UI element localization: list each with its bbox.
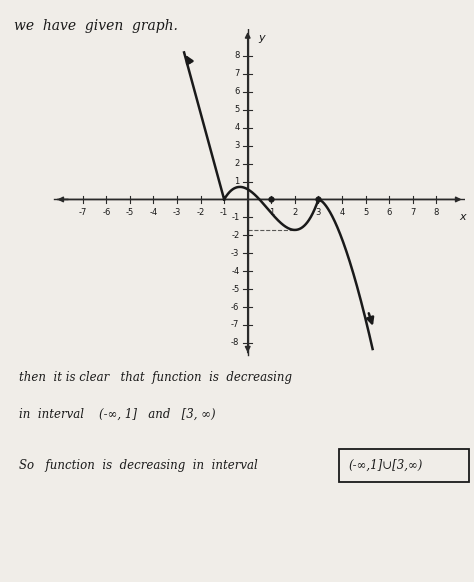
Text: -4: -4 — [149, 208, 157, 218]
Text: we  have  given  graph.: we have given graph. — [14, 19, 178, 33]
Text: then  it is clear   that  function  is  decreasing: then it is clear that function is decrea… — [19, 371, 292, 384]
Text: 3: 3 — [234, 141, 239, 150]
Text: in  interval    (-∞, 1]   and   [3, ∞): in interval (-∞, 1] and [3, ∞) — [19, 408, 216, 421]
Text: 3: 3 — [316, 208, 321, 218]
Text: 7: 7 — [234, 69, 239, 79]
Text: -5: -5 — [126, 208, 134, 218]
Text: -2: -2 — [231, 231, 239, 240]
Text: 1: 1 — [269, 208, 274, 218]
Text: -6: -6 — [231, 303, 239, 311]
Text: -3: -3 — [173, 208, 181, 218]
Text: 1: 1 — [234, 177, 239, 186]
Text: -3: -3 — [231, 249, 239, 258]
Text: -5: -5 — [231, 285, 239, 293]
Text: 6: 6 — [234, 87, 239, 97]
Text: -4: -4 — [231, 267, 239, 276]
Text: 2: 2 — [234, 159, 239, 168]
Text: -7: -7 — [79, 208, 87, 218]
Text: 5: 5 — [363, 208, 368, 218]
Text: 4: 4 — [234, 123, 239, 132]
Text: -2: -2 — [196, 208, 205, 218]
Text: 8: 8 — [434, 208, 439, 218]
Text: x: x — [459, 212, 465, 222]
Text: y: y — [258, 33, 265, 42]
Text: -1: -1 — [220, 208, 228, 218]
Text: 4: 4 — [339, 208, 345, 218]
Text: (-∞,1]∪[3,∞): (-∞,1]∪[3,∞) — [348, 459, 423, 472]
Text: 6: 6 — [386, 208, 392, 218]
Text: -8: -8 — [231, 338, 239, 347]
Text: So   function  is  decreasing  in  interval: So function is decreasing in interval — [19, 459, 258, 472]
Text: 7: 7 — [410, 208, 415, 218]
Text: 2: 2 — [292, 208, 298, 218]
Text: -1: -1 — [231, 213, 239, 222]
Text: -7: -7 — [231, 321, 239, 329]
Text: 8: 8 — [234, 51, 239, 61]
Text: 5: 5 — [234, 105, 239, 114]
Text: -6: -6 — [102, 208, 110, 218]
